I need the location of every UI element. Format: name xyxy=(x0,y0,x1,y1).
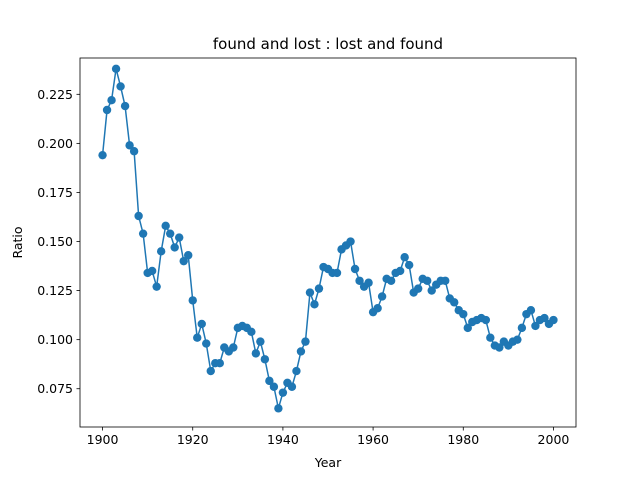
data-point xyxy=(314,284,324,293)
data-point xyxy=(386,276,396,285)
data-point xyxy=(260,355,270,364)
data-point xyxy=(129,147,139,156)
data-point xyxy=(400,253,409,262)
data-point xyxy=(188,296,197,305)
data-point xyxy=(364,278,373,287)
data-point xyxy=(147,266,157,276)
data-point xyxy=(373,304,382,313)
plot-frame xyxy=(79,57,577,428)
data-point xyxy=(495,343,504,352)
data-point xyxy=(102,105,112,115)
data-point xyxy=(175,233,184,242)
data-point xyxy=(332,268,342,278)
data-point xyxy=(310,300,319,309)
x-tick-label: 1980 xyxy=(447,432,479,447)
data-point xyxy=(531,321,540,331)
data-point xyxy=(184,251,193,260)
data-point xyxy=(98,150,107,160)
y-tick-label: 0.200 xyxy=(37,136,73,151)
data-point xyxy=(256,337,265,346)
data-point xyxy=(526,306,536,315)
data-point xyxy=(287,382,297,391)
plot-area xyxy=(80,58,576,427)
data-point xyxy=(170,243,179,252)
x-axis: 1900 1920 1940 1960 1980 2000 xyxy=(87,427,570,447)
y-tick-label: 0.075 xyxy=(37,381,73,396)
data-point xyxy=(486,333,495,342)
data-point xyxy=(459,309,468,319)
data-point xyxy=(395,266,405,276)
data-point xyxy=(229,343,238,352)
data-point xyxy=(441,276,450,285)
data-point xyxy=(346,237,355,246)
series-layer xyxy=(98,64,558,413)
y-axis-label: Ratio xyxy=(10,226,25,258)
data-point xyxy=(107,96,116,105)
x-tick-label: 1940 xyxy=(267,432,299,447)
data-point xyxy=(193,333,202,342)
data-point xyxy=(481,315,491,325)
data-point xyxy=(301,337,310,346)
data-point xyxy=(355,276,364,285)
data-point xyxy=(165,229,175,238)
data-point xyxy=(179,256,188,266)
data-point xyxy=(513,335,522,344)
y-tick-label: 0.100 xyxy=(37,332,73,347)
y-tick-label: 0.150 xyxy=(37,234,73,249)
data-point xyxy=(206,366,215,376)
data-point xyxy=(251,349,261,358)
y-axis: 0.075 0.100 0.125 0.150 0.175 0.200 0.225 xyxy=(37,87,80,396)
data-point xyxy=(404,260,414,270)
x-tick-label: 1900 xyxy=(87,432,119,447)
data-point xyxy=(265,376,274,386)
data-point xyxy=(202,339,211,348)
data-point xyxy=(156,247,166,256)
data-point xyxy=(292,366,301,376)
data-point xyxy=(413,284,423,293)
data-point xyxy=(423,276,432,285)
chart-title: found and lost : lost and found xyxy=(213,35,443,53)
data-point xyxy=(305,288,315,297)
x-tick-label: 1920 xyxy=(177,432,209,447)
x-tick-label: 2000 xyxy=(538,432,570,447)
data-point xyxy=(540,313,549,323)
data-point xyxy=(450,298,459,307)
x-tick-label: 1960 xyxy=(357,432,389,447)
data-point xyxy=(350,264,360,274)
data-point xyxy=(197,319,206,329)
y-tick-label: 0.225 xyxy=(37,87,73,102)
x-axis-label: Year xyxy=(314,455,342,470)
data-point xyxy=(296,347,306,356)
data-point xyxy=(125,141,134,150)
data-point xyxy=(111,64,121,74)
data-point xyxy=(377,292,387,301)
data-point xyxy=(116,82,125,91)
data-point xyxy=(138,229,148,238)
data-point xyxy=(161,221,170,231)
data-point xyxy=(517,323,527,333)
data-point xyxy=(152,282,161,291)
data-point xyxy=(274,404,283,413)
data-point xyxy=(278,388,288,397)
data-point xyxy=(134,211,143,221)
data-point xyxy=(269,382,279,391)
data-point xyxy=(247,327,256,337)
data-point xyxy=(120,101,130,111)
data-point xyxy=(427,286,436,295)
data-point xyxy=(549,315,558,325)
y-tick-label: 0.175 xyxy=(37,185,73,200)
y-tick-label: 0.125 xyxy=(37,283,73,298)
data-point xyxy=(215,359,224,368)
data-point xyxy=(463,323,472,333)
